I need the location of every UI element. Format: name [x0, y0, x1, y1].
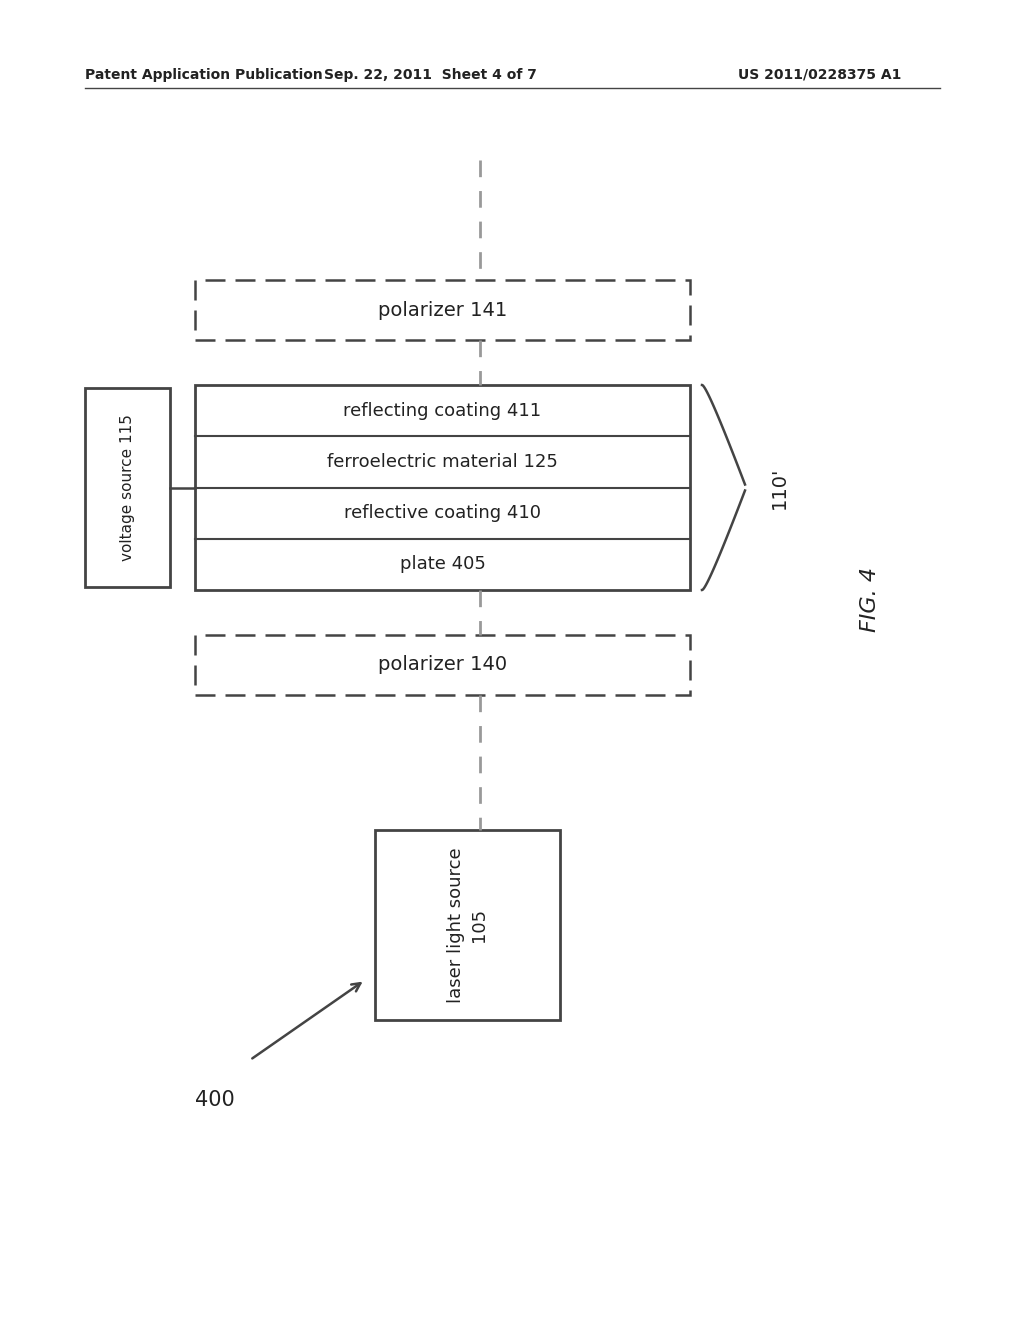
Text: Patent Application Publication: Patent Application Publication	[85, 69, 323, 82]
Text: Sep. 22, 2011  Sheet 4 of 7: Sep. 22, 2011 Sheet 4 of 7	[324, 69, 537, 82]
Text: US 2011/0228375 A1: US 2011/0228375 A1	[738, 69, 902, 82]
Text: laser light source
105: laser light source 105	[446, 847, 488, 1003]
Text: ferroelectric material 125: ferroelectric material 125	[327, 453, 558, 471]
Text: reflecting coating 411: reflecting coating 411	[343, 401, 542, 420]
Text: 110': 110'	[770, 466, 790, 508]
Text: 400: 400	[196, 1090, 234, 1110]
Bar	[195, 635, 690, 696]
Text: polarizer 140: polarizer 140	[378, 656, 507, 675]
Text: reflective coating 410: reflective coating 410	[344, 504, 541, 523]
Bar	[195, 280, 690, 341]
Bar	[85, 388, 170, 587]
Text: FIG. 4: FIG. 4	[860, 568, 880, 632]
Text: voltage source 115: voltage source 115	[120, 414, 135, 561]
Bar	[375, 830, 560, 1020]
Bar	[195, 385, 690, 590]
Text: polarizer 141: polarizer 141	[378, 301, 507, 319]
Text: plate 405: plate 405	[399, 556, 485, 573]
